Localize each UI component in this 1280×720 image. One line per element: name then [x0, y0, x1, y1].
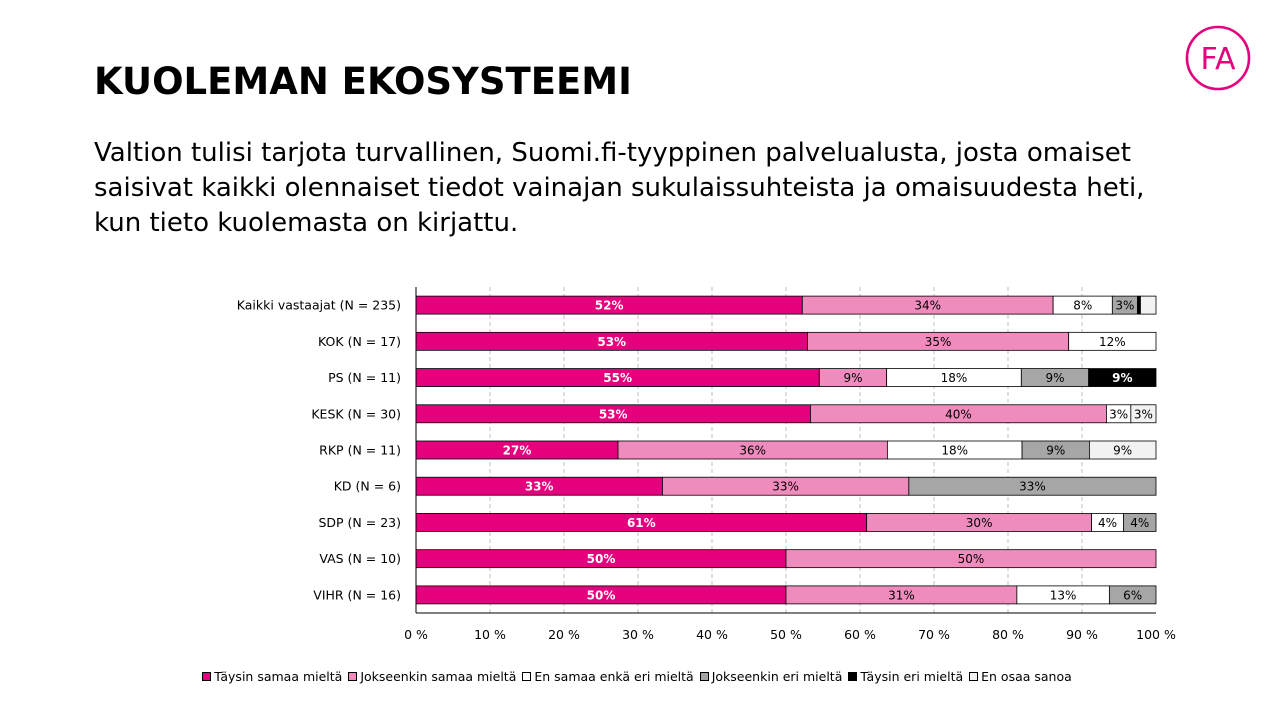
legend-swatch [348, 671, 358, 681]
data-label: 55% [603, 371, 632, 385]
legend-swatch [699, 671, 709, 681]
legend-label: Täysin eri mieltä [860, 668, 964, 684]
data-label: 33% [525, 480, 554, 494]
data-label: 35% [925, 335, 952, 349]
data-label: 50% [958, 552, 985, 566]
data-label: 9% [1045, 371, 1064, 385]
legend-swatch [848, 671, 858, 681]
category-label: VIHR (N = 16) [313, 587, 401, 602]
fa-logo-text: FA [1200, 42, 1236, 77]
legend-item: Täysin samaa mieltä [202, 669, 342, 684]
data-label: 50% [587, 552, 616, 566]
data-label: 13% [1050, 588, 1077, 602]
data-label: 40% [945, 407, 972, 421]
data-label: 53% [599, 407, 628, 421]
data-label: 4% [1130, 516, 1149, 530]
bar-segment [1123, 513, 1157, 532]
chart-legend: Täysin samaa mieltä Jokseenkin samaa miel… [0, 667, 1280, 685]
bar-segment [1137, 295, 1141, 315]
data-label: 53% [597, 335, 626, 349]
category-label: PS (N = 11) [328, 370, 401, 385]
bar-segment [908, 476, 1157, 496]
bar-segment [1108, 585, 1157, 605]
stacked-bar-chart: 0 % 10 % 20 % 30 % 40 % 50 % 60 % 70 % 80 % 90 % 1… [237, 287, 1176, 642]
data-label: 61% [627, 516, 656, 530]
data-label: 18% [941, 371, 968, 385]
data-label: 36% [739, 444, 766, 458]
legend-label: Jokseenkin eri mieltä [711, 668, 843, 684]
legend-swatch [522, 671, 532, 681]
legend-item: Jokseenkin eri mieltä [699, 668, 843, 684]
legend-swatch [969, 671, 979, 681]
data-label: 9% [1046, 444, 1065, 458]
slide-subtitle: Valtion tulisi tarjota turvallinen, Suom… [94, 138, 1145, 238]
data-label: 50% [587, 588, 616, 602]
data-label: 3% [1115, 299, 1134, 313]
data-label: 9% [1112, 371, 1132, 385]
x-tick-label: 10 % [474, 627, 506, 642]
legend-item: En samaa enkä eri mieltä [522, 668, 694, 684]
category-label: SDP (N = 23) [318, 515, 401, 530]
data-label: 9% [843, 371, 862, 385]
data-label: 18% [941, 444, 968, 458]
legend-label: Täysin samaa mieltä [214, 668, 343, 684]
legend-swatch [202, 671, 212, 681]
bar-segment [1140, 295, 1157, 315]
fa-logo: FA [1185, 25, 1251, 91]
bar-segment [1088, 368, 1157, 387]
data-label: 33% [772, 480, 799, 494]
legend-item: Täysin eri mieltä [848, 669, 963, 684]
x-tick-label: 70 % [918, 627, 950, 642]
data-label: 8% [1073, 299, 1092, 313]
data-label: 4% [1098, 516, 1117, 530]
x-tick-label: 80 % [992, 627, 1024, 642]
bar-segment [785, 549, 1157, 569]
x-tick-label: 60 % [844, 627, 876, 642]
data-label: 3% [1134, 407, 1153, 421]
data-label: 52% [595, 299, 624, 313]
legend-label: En samaa enkä eri mieltä [534, 668, 694, 684]
data-label: 6% [1123, 588, 1142, 602]
bar-segment [1130, 404, 1157, 424]
data-label: 9% [1113, 444, 1132, 458]
legend-item: Jokseenkin samaa mieltä [348, 669, 516, 684]
legend-label: Jokseenkin samaa mieltä [360, 668, 517, 684]
data-label: 12% [1099, 335, 1126, 349]
fa-logo-circle [1185, 25, 1251, 91]
slide-title: KUOLEMAN EKOSYSTEEMI [94, 60, 632, 103]
category-label: RKP (N = 11) [319, 443, 401, 458]
legend-item: En osaa sanoa [969, 669, 1072, 684]
x-tick-label: 50 % [770, 627, 802, 642]
data-label: 3% [1109, 407, 1128, 421]
category-label: Kaikki vastaajat (N = 235) [237, 298, 401, 313]
x-tick-label: 30 % [622, 627, 654, 642]
x-tick-label: 100 % [1136, 627, 1176, 642]
category-label: VAS (N = 10) [319, 551, 401, 566]
x-tick-label: 90 % [1066, 627, 1098, 642]
data-label: 33% [1019, 480, 1046, 494]
category-label: KESK (N = 30) [311, 406, 401, 421]
data-label: 31% [888, 588, 915, 602]
category-label: KOK (N = 17) [318, 334, 401, 349]
data-label: 34% [914, 299, 941, 313]
legend-label: En osaa sanoa [981, 668, 1072, 684]
bar-segment [1089, 440, 1157, 460]
x-tick-label: 0 % [404, 627, 428, 642]
x-tick-label: 40 % [696, 627, 728, 642]
bar-segment [1068, 331, 1157, 351]
data-label: 30% [966, 516, 993, 530]
category-label: KD (N = 6) [334, 479, 401, 494]
x-tick-label: 20 % [548, 627, 580, 642]
data-label: 27% [503, 444, 532, 458]
